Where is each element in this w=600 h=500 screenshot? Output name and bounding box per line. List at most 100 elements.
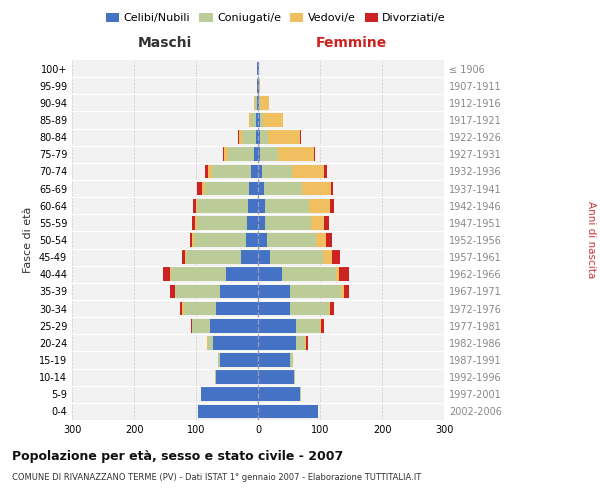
Bar — [258, 388, 300, 401]
Text: Anni di nascita: Anni di nascita — [586, 202, 596, 278]
Bar — [185, 250, 186, 264]
Bar — [208, 336, 213, 349]
Bar — [180, 302, 182, 316]
Bar — [256, 113, 258, 127]
Bar — [258, 284, 290, 298]
Bar — [290, 284, 341, 298]
Bar — [223, 148, 224, 161]
Bar — [262, 164, 292, 178]
Text: Maschi: Maschi — [138, 36, 192, 50]
Bar — [255, 96, 257, 110]
Bar — [258, 353, 290, 367]
Bar — [206, 336, 208, 349]
Bar — [331, 182, 333, 196]
Bar — [259, 96, 260, 110]
Bar — [310, 199, 330, 212]
Bar — [192, 233, 194, 247]
Bar — [251, 164, 258, 178]
Bar — [212, 164, 251, 178]
Bar — [259, 79, 260, 92]
Bar — [182, 302, 184, 316]
Bar — [250, 182, 258, 196]
Bar — [258, 319, 296, 332]
Bar — [344, 284, 349, 298]
Bar — [314, 148, 315, 161]
Bar — [305, 336, 307, 349]
Bar — [265, 199, 310, 212]
Bar — [302, 182, 331, 196]
Bar — [330, 302, 334, 316]
Bar — [258, 79, 259, 92]
Bar — [246, 233, 258, 247]
Bar — [265, 216, 311, 230]
Bar — [175, 284, 220, 298]
Bar — [170, 284, 175, 298]
Bar — [192, 216, 196, 230]
Bar — [290, 302, 329, 316]
Legend: Celibi/Nubili, Coniugati/e, Vedovi/e, Divorziati/e: Celibi/Nubili, Coniugati/e, Vedovi/e, Di… — [101, 8, 451, 28]
Bar — [260, 148, 278, 161]
Bar — [296, 336, 305, 349]
Bar — [191, 319, 192, 332]
Bar — [197, 182, 202, 196]
Text: COMUNE DI RIVANAZZANO TERME (PV) - Dati ISTAT 1° gennaio 2007 - Elaborazione TUT: COMUNE DI RIVANAZZANO TERME (PV) - Dati … — [12, 472, 421, 482]
Bar — [242, 130, 256, 144]
Bar — [290, 353, 293, 367]
Bar — [208, 164, 212, 178]
Bar — [336, 268, 338, 281]
Bar — [254, 148, 258, 161]
Text: Femmine: Femmine — [316, 36, 386, 50]
Bar — [224, 148, 228, 161]
Bar — [321, 319, 324, 332]
Bar — [258, 62, 259, 76]
Bar — [338, 268, 349, 281]
Bar — [257, 96, 258, 110]
Bar — [184, 302, 216, 316]
Bar — [205, 182, 250, 196]
Bar — [278, 148, 314, 161]
Bar — [271, 250, 323, 264]
Bar — [247, 216, 258, 230]
Bar — [258, 336, 296, 349]
Bar — [205, 164, 208, 178]
Bar — [292, 164, 325, 178]
Bar — [239, 130, 242, 144]
Bar — [192, 319, 209, 332]
Bar — [171, 268, 226, 281]
Bar — [257, 79, 258, 92]
Bar — [254, 96, 255, 110]
Bar — [307, 336, 308, 349]
Bar — [258, 164, 262, 178]
Bar — [281, 268, 336, 281]
Bar — [238, 130, 239, 144]
Bar — [209, 319, 258, 332]
Bar — [341, 284, 344, 298]
Bar — [258, 268, 281, 281]
Bar — [194, 233, 246, 247]
Bar — [215, 370, 216, 384]
Bar — [163, 268, 170, 281]
Bar — [216, 302, 258, 316]
Bar — [213, 336, 258, 349]
Bar — [220, 284, 258, 298]
Bar — [263, 182, 302, 196]
Bar — [258, 302, 290, 316]
Bar — [258, 113, 260, 127]
Bar — [228, 148, 254, 161]
Bar — [325, 164, 327, 178]
Bar — [268, 130, 300, 144]
Bar — [311, 216, 324, 230]
Bar — [266, 233, 316, 247]
Bar — [193, 199, 196, 212]
Bar — [196, 216, 197, 230]
Bar — [201, 388, 258, 401]
Bar — [258, 216, 265, 230]
Bar — [258, 148, 260, 161]
Bar — [251, 113, 256, 127]
Bar — [300, 130, 301, 144]
Bar — [257, 62, 258, 76]
Y-axis label: Fasce di età: Fasce di età — [23, 207, 33, 273]
Bar — [329, 302, 330, 316]
Bar — [190, 233, 192, 247]
Bar — [258, 130, 260, 144]
